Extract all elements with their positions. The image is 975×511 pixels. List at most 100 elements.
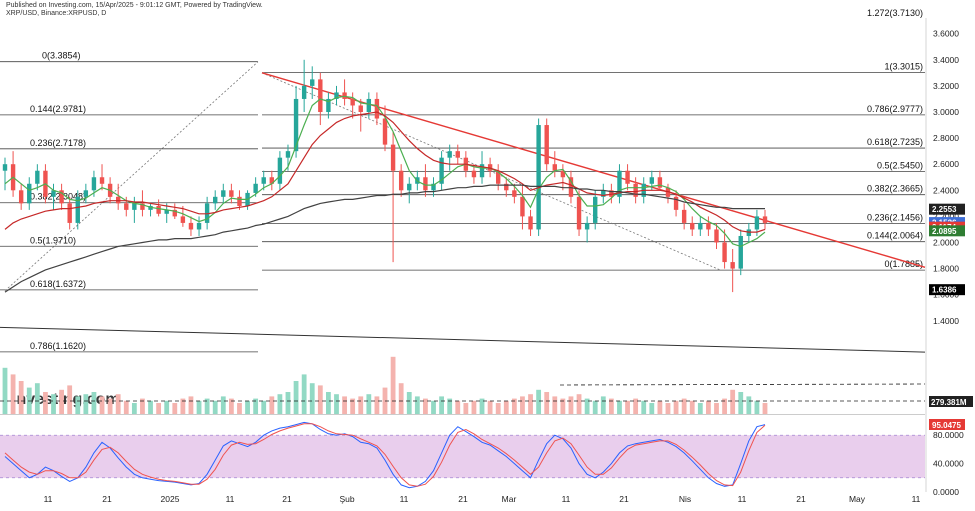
support-line: [0, 326, 926, 353]
volume-bar: [358, 396, 364, 414]
candle-body: [431, 183, 436, 191]
fib-left-label: 0.5(1.9710): [30, 235, 76, 245]
price-tag-label: 1.6386: [932, 286, 957, 295]
volume-bar: [423, 398, 428, 414]
candle-body: [398, 170, 404, 191]
volume-bar: [123, 400, 129, 414]
candle-body: [657, 177, 663, 188]
volume-bar: [277, 394, 283, 414]
candle-body: [617, 170, 622, 197]
fib-right-label: 1(3.3015): [884, 62, 923, 72]
candle-body: [326, 98, 331, 112]
volume-bar: [455, 400, 461, 414]
volume-bar: [641, 400, 647, 414]
fib-left-label: 0.786(1.1620): [30, 341, 86, 351]
time-axis-label: 11: [400, 494, 409, 504]
candle-body: [269, 177, 275, 184]
price-axis-label: 2.8000: [933, 133, 959, 143]
stoch-axis-label: 0.0000: [933, 487, 959, 497]
candle-body: [237, 196, 242, 206]
candle-body: [229, 190, 234, 197]
fib-left-label: 0.236(2.7178): [30, 138, 86, 148]
time-axis-label: 21: [102, 494, 112, 504]
candle-body: [342, 92, 347, 99]
volume-bar: [608, 398, 614, 414]
fib-left-label: 0.144(2.9781): [30, 104, 86, 114]
candle-body: [51, 190, 56, 197]
candle-body: [124, 203, 129, 210]
volume-bar: [592, 400, 598, 414]
volume-bar: [746, 396, 752, 414]
candle-body: [698, 222, 703, 230]
volume-bar: [59, 389, 64, 414]
time-axis-label: 21: [796, 494, 806, 504]
candle-body: [156, 205, 161, 214]
candle-body: [455, 151, 460, 158]
price-tag-label: 2.2553: [932, 205, 957, 214]
fib-left-label: 0.618(1.6372): [30, 279, 86, 289]
candle-body: [382, 118, 388, 145]
candle-body: [188, 222, 194, 230]
fib-right-label: 0.5(2.5450): [877, 160, 923, 170]
price-axis-label: 3.6000: [933, 29, 959, 39]
volume-bar: [326, 392, 331, 414]
volume-bar: [528, 394, 533, 414]
volume-bar: [220, 396, 226, 414]
volume-bar: [617, 400, 622, 414]
volume-bar: [10, 374, 16, 414]
candle-body: [172, 209, 177, 217]
candle-body: [67, 203, 72, 223]
volume-bar: [91, 392, 97, 414]
price-axis-label: 3.4000: [933, 55, 959, 65]
candle-body: [439, 157, 444, 184]
candle-body: [221, 190, 226, 197]
time-axis-label: Şub: [339, 494, 354, 504]
volume-bar: [204, 398, 210, 414]
candle-body: [504, 183, 509, 191]
price-axis-label: 1.8000: [933, 264, 959, 274]
volume-bar: [374, 396, 380, 414]
time-axis-label: 2025: [161, 494, 180, 504]
stoch-tag: [929, 419, 965, 430]
volume-bar: [34, 383, 40, 414]
volume-bar: [261, 400, 267, 414]
volume-bar: [156, 403, 162, 414]
candle-body: [447, 151, 452, 158]
volume-bar: [83, 394, 89, 414]
volume-bar: [131, 403, 137, 414]
volume-bar: [431, 400, 436, 414]
volume-bar: [148, 400, 153, 414]
candle-body: [204, 203, 210, 223]
stoch-band: [0, 435, 925, 478]
volume-bar: [495, 403, 501, 414]
candle-body: [140, 203, 145, 210]
volume-bar: [706, 400, 711, 414]
volume-bar: [714, 403, 719, 414]
candle-body: [374, 98, 380, 119]
moving-average-line: [4, 111, 766, 233]
candle-body: [730, 262, 735, 269]
time-axis-label: Nis: [679, 494, 691, 504]
candle-body: [625, 170, 630, 184]
candle-body: [18, 190, 24, 204]
candle-body: [673, 196, 679, 210]
volume-bar: [51, 394, 56, 414]
volume-bar: [447, 398, 453, 414]
time-axis: 11 21 2025 11 21 Şub 11 21 Mar 11 21 Nis 11 21 May 11: [44, 494, 921, 504]
price-tag: [929, 225, 965, 237]
candle-body: [2, 164, 8, 171]
candle-body: [213, 196, 218, 204]
candle-body: [132, 203, 137, 210]
candle-body: [544, 125, 549, 165]
price-axis: 0.000040.000080.00001.40001.60001.80002.…: [925, 18, 964, 497]
price-axis-label: 3.2000: [933, 81, 959, 91]
volume-bar: [107, 398, 113, 414]
candle-body: [552, 164, 557, 171]
volume-bar: [414, 396, 420, 414]
candle-body: [277, 157, 283, 184]
published-note: Published on Investing.com, 15/Apr/2025 …: [6, 2, 263, 9]
price-axis-label: 2.4000: [933, 185, 959, 195]
volume-bar: [253, 398, 259, 414]
